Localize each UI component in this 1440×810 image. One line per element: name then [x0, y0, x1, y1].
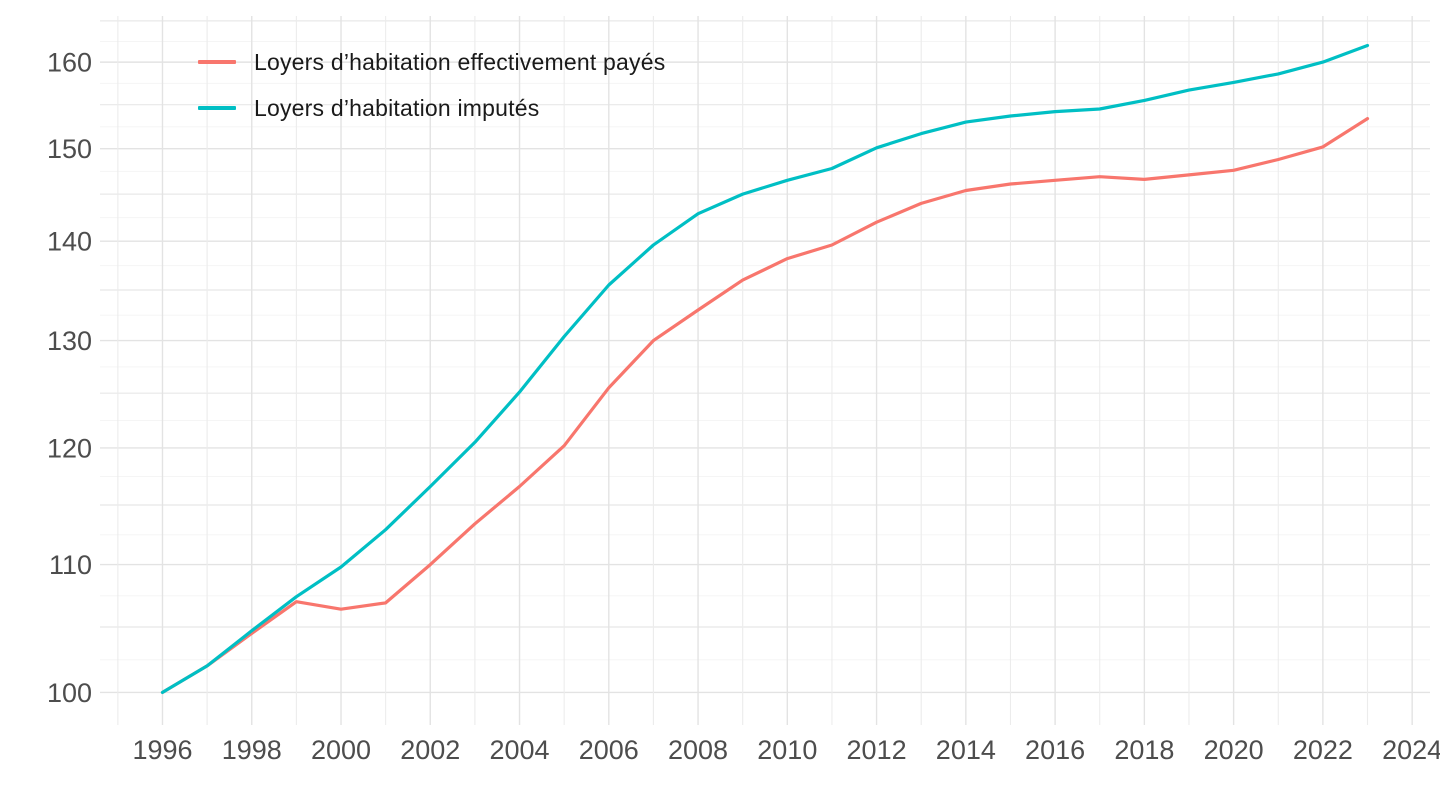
legend-item-loyers-imputes: Loyers d’habitation imputés	[198, 85, 665, 131]
x-tick-label-2010: 2010	[757, 735, 817, 765]
x-tick-label-2014: 2014	[936, 735, 996, 765]
legend-label-loyers-effectivement-payes: Loyers d’habitation effectivement payés	[254, 48, 666, 75]
y-tick-label-110: 110	[49, 550, 92, 580]
legend-swatch-loyers-effectivement-payes	[198, 60, 236, 64]
x-tick-label-2000: 2000	[311, 735, 371, 765]
x-tick-label-1996: 1996	[132, 735, 192, 765]
x-tick-label-2018: 2018	[1114, 735, 1174, 765]
x-tick-label-1998: 1998	[222, 735, 282, 765]
y-tick-label-140: 140	[47, 227, 92, 257]
y-tick-label-150: 150	[47, 134, 92, 164]
x-tick-label-2004: 2004	[489, 735, 549, 765]
legend: Loyers d’habitation effectivement payés …	[198, 39, 665, 131]
x-tick-label-2020: 2020	[1204, 735, 1264, 765]
y-tick-label-120: 120	[47, 433, 92, 463]
series-line-loyers-effectivement-payes	[160, 116, 1370, 695]
series-line-loyers-imputes	[160, 43, 1370, 695]
x-tick-label-2022: 2022	[1293, 735, 1353, 765]
x-tick-label-2006: 2006	[579, 735, 639, 765]
x-tick-label-2002: 2002	[400, 735, 460, 765]
x-tick-label-2016: 2016	[1025, 735, 1085, 765]
x-tick-label-2012: 2012	[847, 735, 907, 765]
x-tick-label-2008: 2008	[668, 735, 728, 765]
legend-swatch-loyers-imputes	[198, 106, 236, 110]
y-tick-label-160: 160	[47, 48, 92, 78]
legend-label-loyers-imputes: Loyers d’habitation imputés	[254, 94, 540, 121]
y-tick-label-100: 100	[47, 678, 92, 708]
x-tick-label-2024: 2024	[1382, 735, 1440, 765]
y-tick-label-130: 130	[47, 326, 92, 356]
legend-item-loyers-effectivement-payes: Loyers d’habitation effectivement payés	[198, 39, 665, 85]
